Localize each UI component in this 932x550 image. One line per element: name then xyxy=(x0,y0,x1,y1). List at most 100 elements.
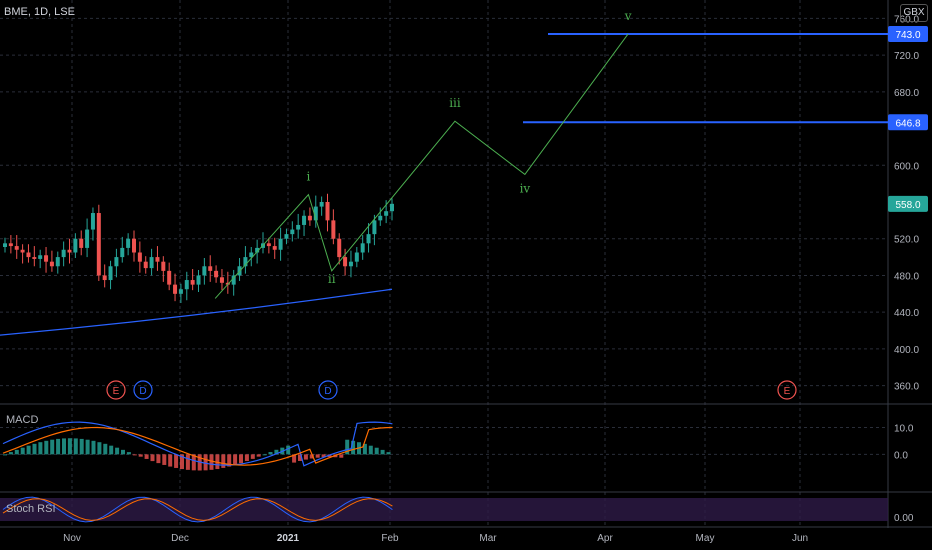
stoch-rsi-label: Stoch RSI xyxy=(6,503,56,515)
x-tick-label: Mar xyxy=(479,533,497,544)
candle-body xyxy=(366,234,371,244)
candle-body xyxy=(319,202,324,207)
event-marker xyxy=(777,380,797,400)
macd-histogram-bar xyxy=(303,454,308,460)
candle-body xyxy=(325,202,330,221)
y-tick-label: 760.0 xyxy=(894,14,919,25)
wave-label: iii xyxy=(449,96,461,110)
macd-histogram-bar xyxy=(174,454,179,468)
candle-body xyxy=(343,257,348,267)
macd-tick-label: 10.0 xyxy=(894,424,914,435)
candle-body xyxy=(96,213,101,276)
candle-body xyxy=(3,243,7,247)
y-tick-label: 520.0 xyxy=(894,235,919,246)
candle-body xyxy=(231,275,236,285)
candle-body xyxy=(202,266,207,276)
macd-histogram-bar xyxy=(233,454,238,465)
macd-histogram-bar xyxy=(256,454,261,457)
candle-body xyxy=(90,213,95,230)
candle-body xyxy=(184,280,189,290)
x-tick-label: May xyxy=(696,533,715,544)
macd-histogram-bar xyxy=(8,452,13,455)
macd-histogram-bar xyxy=(79,438,84,455)
x-tick-label: Nov xyxy=(63,533,81,544)
macd-histogram-bar xyxy=(250,454,255,459)
event-marker-label: E xyxy=(784,386,791,397)
candle-body xyxy=(114,257,119,267)
candle-body xyxy=(243,257,248,267)
macd-histogram-bar xyxy=(168,454,173,467)
currency-badge[interactable]: GBX xyxy=(900,4,928,22)
macd-histogram-bar xyxy=(185,454,190,470)
candle-body xyxy=(126,238,131,248)
stoch-rsi-k-line xyxy=(2,496,393,523)
macd-histogram-bar xyxy=(32,443,37,455)
macd-histogram-bar xyxy=(121,449,125,455)
macd-histogram-bar xyxy=(298,454,302,461)
candle-body xyxy=(331,220,336,239)
symbol-title: BME, 1D, LSE xyxy=(4,6,75,18)
candle-body xyxy=(67,249,72,253)
macd-histogram-bar xyxy=(126,452,131,455)
candle-body xyxy=(196,275,201,285)
price-axis-marker-label: 743.0 xyxy=(895,30,920,41)
wave-label: v xyxy=(624,9,632,23)
macd-histogram-bar xyxy=(209,454,214,470)
candle-body xyxy=(178,289,183,294)
candle-body xyxy=(149,257,154,269)
x-tick-label: Dec xyxy=(171,533,189,544)
price-axis-marker xyxy=(888,25,928,42)
candle-body xyxy=(20,249,25,253)
candle-body xyxy=(278,238,283,250)
x-tick-label: Feb xyxy=(381,533,399,544)
macd-histogram-bar xyxy=(85,439,90,455)
candle-body xyxy=(219,277,224,283)
macd-histogram-bar xyxy=(156,454,161,464)
macd-histogram-bar xyxy=(268,452,273,455)
candle-body xyxy=(102,275,107,281)
candle-body xyxy=(26,252,31,258)
macd-histogram-bar xyxy=(292,454,297,463)
candle-body xyxy=(307,215,312,221)
candle-body xyxy=(85,229,90,248)
candle-body xyxy=(384,211,389,216)
candle-body xyxy=(137,252,142,262)
candle-body xyxy=(49,261,54,267)
y-tick-label: 720.0 xyxy=(894,51,919,62)
candle-body xyxy=(284,234,289,239)
candle-body xyxy=(266,243,271,247)
candle-body xyxy=(208,266,213,271)
macd-histogram-bar xyxy=(14,449,19,455)
macd-histogram-bar xyxy=(180,454,184,470)
macd-histogram-bar xyxy=(62,438,66,455)
macd-histogram-bar xyxy=(321,454,326,458)
event-marker-label: D xyxy=(139,386,146,397)
macd-histogram-bar xyxy=(227,454,232,467)
stoch-rsi-band xyxy=(0,498,888,521)
candle-body xyxy=(354,252,359,262)
event-marker-label: D xyxy=(324,386,331,397)
wave-label: iv xyxy=(520,181,531,195)
candle-body xyxy=(120,247,125,258)
macd-histogram-bar xyxy=(339,454,344,458)
macd-histogram-bar xyxy=(50,439,55,455)
candle-body xyxy=(190,280,195,285)
macd-histogram-bar xyxy=(20,447,25,455)
macd-histogram-bar xyxy=(374,447,379,455)
y-tick-label: 440.0 xyxy=(894,308,919,319)
macd-histogram-bar xyxy=(386,452,391,455)
candle-body xyxy=(155,257,160,262)
candle-body xyxy=(348,261,353,267)
candle-body xyxy=(108,266,113,281)
candle-body xyxy=(378,215,383,221)
candle-body xyxy=(44,255,49,262)
candle-body xyxy=(161,261,166,271)
macd-label: MACD xyxy=(6,414,39,426)
macd-histogram-bar xyxy=(144,454,149,459)
candle-body xyxy=(79,238,84,248)
wave-label: ii xyxy=(328,272,336,286)
candle-body xyxy=(302,215,307,225)
candle-body xyxy=(313,206,318,221)
macd-histogram-bar xyxy=(345,439,350,455)
macd-histogram-bar xyxy=(203,454,208,471)
